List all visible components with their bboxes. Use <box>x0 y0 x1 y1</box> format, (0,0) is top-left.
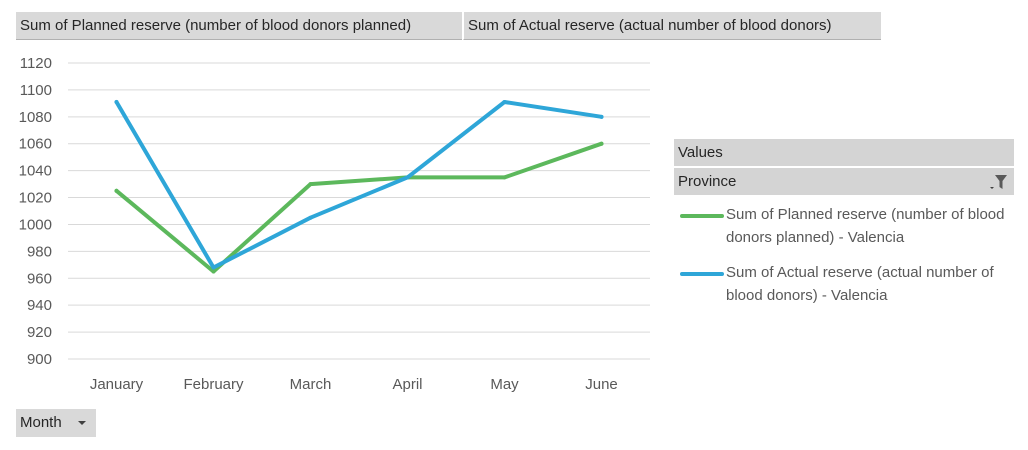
data-point-actual <box>211 265 216 270</box>
x-tick-label: February <box>183 376 244 393</box>
series-line-actual <box>114 100 604 270</box>
y-tick-label: 920 <box>27 324 52 341</box>
x-tick-label: May <box>490 376 519 393</box>
x-tick-label: January <box>90 376 144 393</box>
series-line-planned <box>114 141 604 274</box>
data-point-planned <box>599 141 604 146</box>
values-label: Values <box>678 144 723 161</box>
x-tick-label: March <box>290 376 332 393</box>
data-point-planned <box>502 175 507 180</box>
data-point-actual <box>599 114 604 119</box>
series-lines <box>114 100 604 274</box>
data-point-actual <box>308 215 313 220</box>
chevron-down-icon <box>78 421 86 425</box>
y-tick-label: 960 <box>27 270 52 287</box>
data-point-planned <box>308 182 313 187</box>
legend-values-header: Values <box>674 139 1014 166</box>
actual-reserve-field-button[interactable]: Sum of Actual reserve (actual number of … <box>463 12 881 40</box>
x-tick-label: April <box>392 376 422 393</box>
y-tick-label: 1000 <box>19 216 52 233</box>
legend-line-planned <box>680 214 724 218</box>
y-tick-label: 900 <box>27 351 52 368</box>
legend-label-actual: Sum of Actual reserve (actual number of … <box>726 264 994 304</box>
y-tick-label: 980 <box>27 243 52 260</box>
data-point-planned <box>114 188 119 193</box>
province-label: Province <box>678 173 737 190</box>
gridlines <box>68 62 650 360</box>
month-label: Month <box>20 414 62 431</box>
y-tick-label: 1120 <box>20 55 52 72</box>
y-tick-label: 1040 <box>19 163 52 180</box>
legend-line-actual <box>680 272 724 276</box>
y-tick-label: 1060 <box>19 136 52 153</box>
planned-reserve-field-button[interactable]: Sum of Planned reserve (number of blood … <box>16 12 462 40</box>
y-axis-tick-labels: 1120 1100 1080 1060 1040 1020 1000 980 960 940 920… <box>19 55 52 368</box>
y-tick-label: 940 <box>27 297 52 314</box>
x-tick-label: June <box>585 376 618 393</box>
data-point-actual <box>502 100 507 105</box>
filter-icon[interactable] <box>988 173 1008 191</box>
y-tick-label: 1020 <box>19 190 52 207</box>
month-field-button[interactable]: Month <box>16 409 96 437</box>
data-point-actual <box>405 175 410 180</box>
y-tick-label: 1080 <box>19 109 52 126</box>
data-point-actual <box>114 100 119 105</box>
province-filter-button[interactable]: Province <box>674 168 1014 195</box>
legend-label-planned: Sum of Planned reserve (number of blood … <box>726 206 1005 246</box>
data-point-planned <box>211 269 216 274</box>
y-tick-label: 1100 <box>20 82 52 99</box>
x-axis-tick-labels: January February March April May June <box>90 376 618 393</box>
